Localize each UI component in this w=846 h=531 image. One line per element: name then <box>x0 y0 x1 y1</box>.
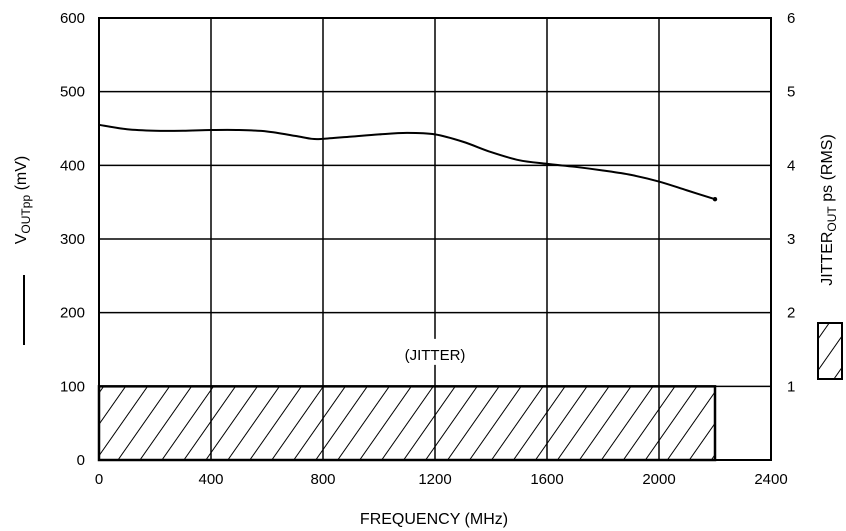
right-axis-title: JITTEROUT ps (RMS) <box>819 134 839 286</box>
left-tick-label: 200 <box>60 305 85 322</box>
left-tick-label: 600 <box>60 10 85 27</box>
right-tick-labels: 1 2 3 4 5 6 <box>787 10 795 395</box>
x-tick-label: 1600 <box>530 471 563 488</box>
x-tick-label: 2000 <box>642 471 675 488</box>
right-tick-label: 1 <box>787 378 795 395</box>
annotation-background <box>392 338 478 365</box>
right-tick-label: 5 <box>787 84 795 101</box>
left-axis-title: VOUTpp (mV) <box>13 156 33 244</box>
right-legend-hatch-swatch <box>817 322 843 380</box>
x-axis-title: FREQUENCY (MHz) <box>360 511 508 528</box>
right-tick-label: 4 <box>787 157 795 174</box>
x-tick-label: 0 <box>95 471 103 488</box>
right-tick-label: 6 <box>787 10 795 27</box>
x-tick-label: 800 <box>310 471 335 488</box>
jitter-bars <box>97 385 717 462</box>
annotations: (JITTER) <box>392 338 478 365</box>
x-tick-labels: 0 400 800 1200 1600 2000 2400 <box>95 471 788 488</box>
left-tick-label: 500 <box>60 84 85 101</box>
x-tick-label: 400 <box>198 471 223 488</box>
vout-series-endpoint <box>712 197 718 202</box>
jitter-bar-fill <box>99 386 715 460</box>
jitter-annotation: (JITTER) <box>405 347 466 364</box>
plot-frame <box>98 17 772 461</box>
left-tick-label: 100 <box>60 378 85 395</box>
x-tick-label: 2400 <box>754 471 787 488</box>
left-tick-label: 0 <box>77 452 85 469</box>
left-tick-labels: 0 100 200 300 400 500 600 <box>60 10 85 469</box>
left-tick-label: 400 <box>60 157 85 174</box>
vout-series-line <box>98 123 716 201</box>
x-tick-label: 1200 <box>418 471 451 488</box>
right-tick-label: 2 <box>787 305 795 322</box>
right-tick-label: 3 <box>787 231 795 248</box>
series-lines <box>98 123 718 202</box>
left-tick-label: 300 <box>60 231 85 248</box>
